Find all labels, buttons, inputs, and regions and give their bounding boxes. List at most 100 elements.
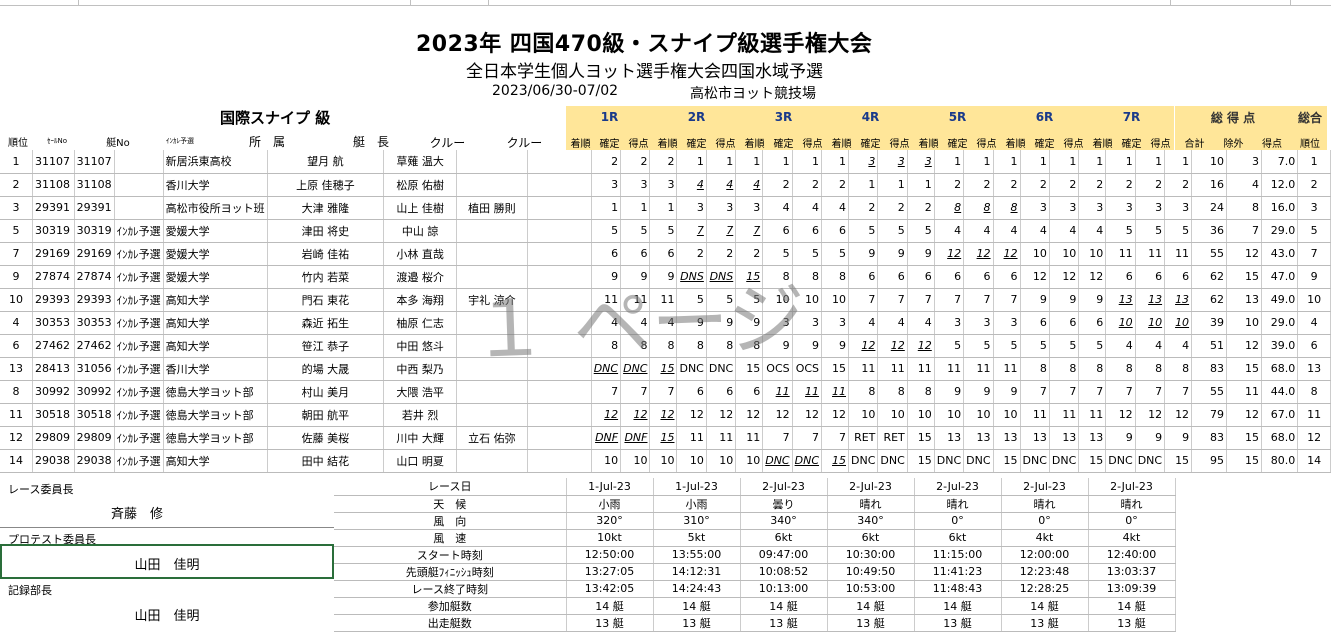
score-cell: 49.0 [1261,288,1299,312]
affiliation-cell: 高知大学 [163,288,268,312]
race-7-cell-3: 12 [1164,403,1193,427]
race-6-cell-1: 2 [1020,173,1050,197]
race-5-cell-2: 5 [963,334,994,358]
race-5-cell-2: 13 [963,426,994,450]
info-row: スタート時刻 12:50:00 13:55:00 09:47:00 10:30:00 11… [334,546,1176,564]
race-1-cell-3: 11 [649,288,678,312]
incare-cell: ｲﾝｶﾚ予選 [114,403,164,427]
header-crew-1: クルー [429,136,466,150]
score-cell: 16.0 [1261,196,1299,220]
race-1-cell-1: 1 [591,196,622,220]
info-value-r7: 0° [1088,512,1176,530]
info-value-r3: 14 艇 [740,597,828,615]
race-6-cell-3: 10 [1078,242,1107,266]
race-2-cell-3: 5 [735,288,764,312]
race-6-cell-2: 2 [1049,173,1080,197]
race-1-cell-3: 12 [649,403,678,427]
info-value-r6: 14 艇 [1001,597,1089,615]
info-value-r4: 13 艇 [827,614,915,632]
race-4-cell-2: DNC [877,449,908,473]
hull-no-cell: 30992 [74,380,115,404]
header-affiliation: 所 属 [248,135,285,149]
race-6-cell-2: 3 [1049,196,1080,220]
race-7-cell-2: 5 [1135,219,1166,243]
sail-no-cell: 30353 [32,311,75,335]
race-1-cell-2: 2 [620,150,651,174]
info-value-r2: 13 艇 [653,614,741,632]
spacer-cell [527,311,592,335]
race-1-cell-3: 9 [649,265,678,289]
race-4-cell-2: 10 [877,403,908,427]
affiliation-cell: 愛媛大学 [163,219,268,243]
hull-no-cell: 29809 [74,426,115,450]
info-value-r4: 10:30:00 [827,546,915,564]
race-header-2: 2R [687,110,706,124]
race-4-cell-1: 6 [848,265,879,289]
excluded-cell: 12 [1226,334,1262,358]
incare-cell [114,173,164,197]
table-row: 8 30992 30992 ｲﾝｶﾚ予選 徳島大学ヨット部 村山 美月 大隈 浩平 7 7 7 6 6… [0,380,1331,404]
header-arrival-r2: 着順 [657,139,678,150]
race-1-cell-1: 12 [591,403,622,427]
race-6-cell-1: 12 [1020,265,1050,289]
skipper-cell: 上原 佳穂子 [267,173,385,197]
race-7-cell-2: 4 [1135,334,1166,358]
race-4-cell-3: 10 [907,403,935,427]
selected-cell[interactable] [0,544,334,579]
header-score: 得点 [1262,139,1282,150]
race-2-cell-2: 1 [706,150,737,174]
race-6-cell-2: 4 [1049,219,1080,243]
race-3-cell-1: 1 [762,150,793,174]
race-1-cell-3: 8 [649,334,678,358]
page-subtitle: 全日本学生個人ヨット選手権大会四国水域予選 [466,62,823,82]
excluded-cell: 15 [1226,357,1262,381]
race-7-cell-3: 9 [1164,426,1193,450]
info-label: 参加艇数 [334,597,567,615]
race-2-cell-2: 10 [706,449,737,473]
sail-no-cell: 30518 [32,403,75,427]
race-2-cell-3: 9 [735,311,764,335]
race-6-cell-3: 15 [1078,449,1107,473]
race-6-cell-1: 5 [1020,334,1050,358]
race-4-cell-3: 7 [907,288,935,312]
info-row: 出走艇数 13 艇 13 艇 13 艇 13 艇 13 艇 13 艇 13 艇 [334,614,1176,632]
spacer-cell [527,334,592,358]
spacer-cell [527,380,592,404]
crew-2-cell [456,150,528,174]
race-3-cell-3: 15 [821,449,849,473]
total-cell: 95 [1191,449,1228,473]
crew-1-cell: 松原 佑樹 [383,173,458,197]
race-2-cell-2: DNC [706,357,737,381]
rank-cell: 5 [0,219,33,243]
race-5-cell-2: 10 [963,403,994,427]
crew-1-cell: 小林 直哉 [383,242,458,266]
overall-rank-cell: 12 [1297,426,1331,450]
race-4-cell-2: 5 [877,219,908,243]
race-4-cell-3: 1 [907,173,935,197]
race-3-cell-2: DNC [792,449,823,473]
incare-cell [114,150,164,174]
race-5-cell-3: 13 [993,426,1021,450]
crew-2-cell [456,219,528,243]
affiliation-cell: 徳島大学ヨット部 [163,380,268,404]
race-6-cell-2: 5 [1049,334,1080,358]
race-7-cell-1: 12 [1105,403,1136,427]
rank-cell: 2 [0,173,33,197]
info-value-r4: 2-Jul-23 [827,478,915,496]
race-1-cell-1: 7 [591,380,622,404]
affiliation-cell: 愛媛大学 [163,265,268,289]
race-4-cell-2: 9 [877,242,908,266]
crew-2-cell [456,242,528,266]
race-4-cell-3: 12 [907,334,935,358]
total-cell: 83 [1191,426,1228,450]
race-3-cell-1: 8 [762,265,793,289]
race-7-cell-2: 13 [1135,288,1166,312]
race-7-cell-2: 10 [1135,311,1166,335]
overall-rank-cell: 7 [1297,242,1331,266]
race-2-cell-3: 11 [735,426,764,450]
race-7-cell-2: 11 [1135,242,1166,266]
score-cell: 68.0 [1261,357,1299,381]
race-4-cell-1: 12 [848,334,879,358]
race-3-cell-2: 2 [792,173,823,197]
race-info-table: レース日 1-Jul-23 1-Jul-23 2-Jul-23 2-Jul-23 2-Ju… [334,478,1176,632]
